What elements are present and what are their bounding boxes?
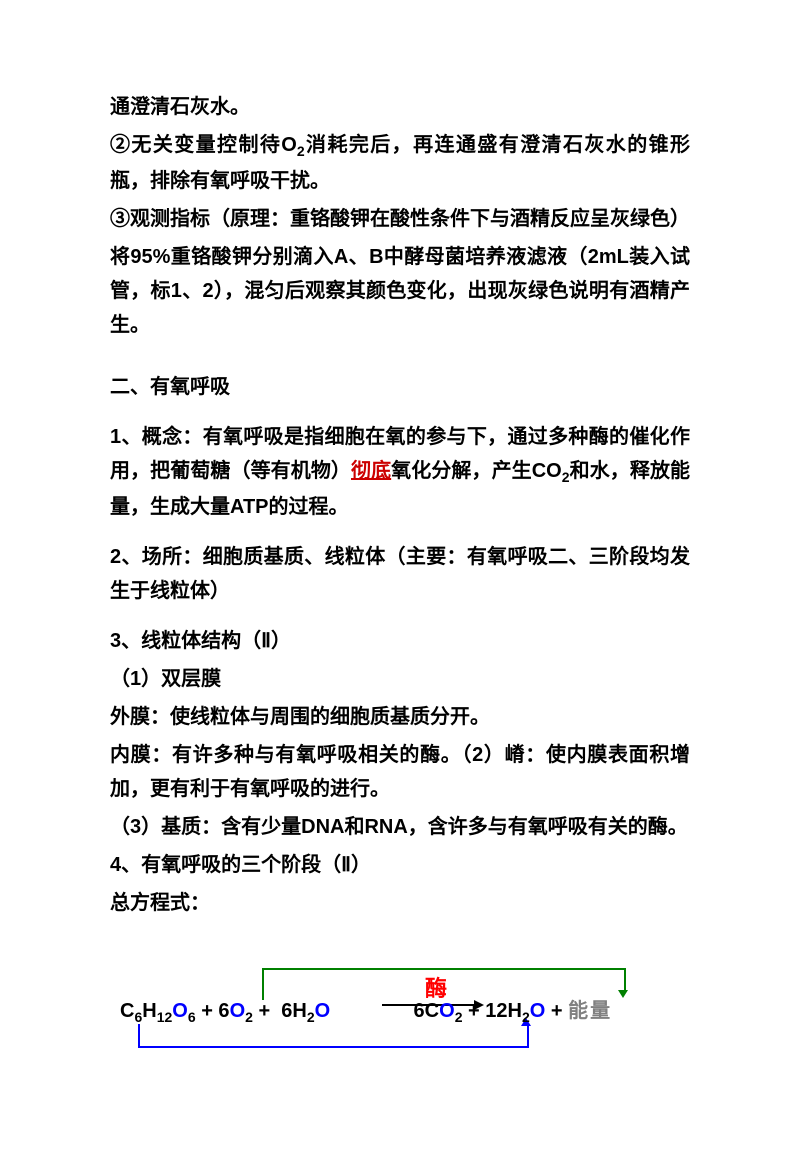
item-1: 1、概念：有氧呼吸是指细胞在氧的参与下，通过多种酶的催化作用，把葡萄糖（等有机物… [110,420,690,524]
paragraph: ③观测指标（原理：重铬酸钾在酸性条件下与酒精反应呈灰绿色） [110,202,690,236]
item-4a: 总方程式： [110,886,690,920]
paragraph: 通澄清石灰水。 [110,90,690,124]
sub-item: 外膜：使线粒体与周围的细胞质基质分开。 [110,700,690,734]
text: ②无关变量控制待 [110,134,281,156]
sub-item: 内膜：有许多种与有氧呼吸相关的酶。（2）嵴：使内膜表面积增加，更有利于有氧呼吸的… [110,738,690,806]
chemical-equation: 酶 C6H12O6 + 6O2 + 6H2O 6CO2 + 12H2O + 能量 [120,950,680,1070]
item-2: 2、场所：细胞质基质、线粒体（主要：有氧呼吸二、三阶段均发生于线粒体） [110,540,690,608]
emphasis-red: 彻底 [351,460,391,482]
sub-item: （1）双层膜 [110,662,690,696]
paragraph: 将95%重铬酸钾分别滴入A、B中酵母菌培养液滤液（2mL装入试管，标1、2），混… [110,240,690,342]
formula-O2: O2 [281,134,304,156]
paragraph: ②无关变量控制待O2消耗完后，再连通盛有澄清石灰水的锥形瓶，排除有氧呼吸干扰。 [110,128,690,198]
green-bracket [262,968,626,992]
text: 氧化分解，产生 [391,460,532,482]
equation-container: 酶 C6H12O6 + 6O2 + 6H2O 6CO2 + 12H2O + 能量 [110,950,690,1090]
section-heading: 二、有氧呼吸 [110,370,690,404]
item-4: 4、有氧呼吸的三个阶段（Ⅱ） [110,848,690,882]
formula-CO2: CO2 [532,460,570,482]
item-3: 3、线粒体结构（Ⅱ） [110,624,690,658]
document-page: 通澄清石灰水。 ②无关变量控制待O2消耗完后，再连通盛有澄清石灰水的锥形瓶，排除… [0,0,800,1150]
equation-text: C6H12O6 + 6O2 + 6H2O 6CO2 + 12H2O + 能量 [120,994,612,1030]
sub-item: （3）基质：含有少量DNA和RNA，含许多与有氧呼吸有关的酶。 [110,810,690,844]
